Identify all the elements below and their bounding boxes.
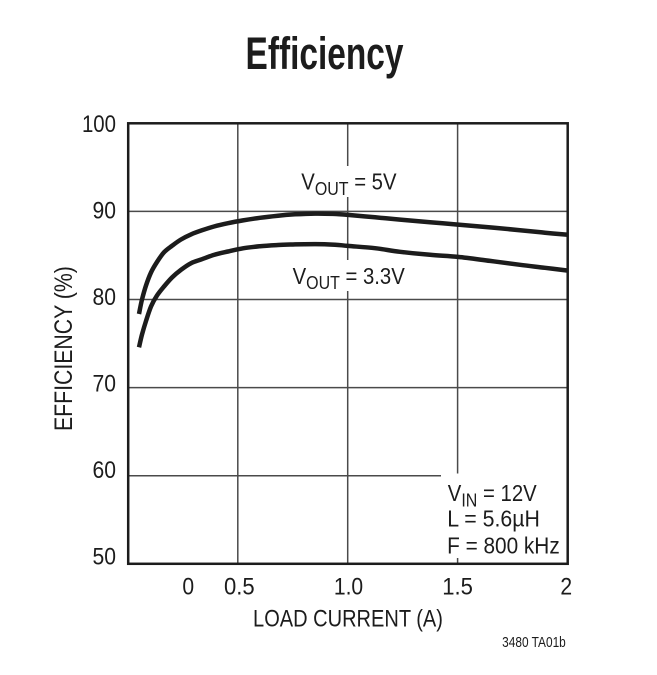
svg-text:0: 0 [182,573,194,600]
svg-text:LOAD CURRENT (A): LOAD CURRENT (A) [253,605,443,632]
svg-text:90: 90 [93,197,116,224]
svg-text:1.5: 1.5 [442,573,473,600]
svg-text:L = 5.6µH: L = 5.6µH [447,505,540,531]
svg-text:70: 70 [93,370,116,397]
svg-text:60: 60 [93,457,116,484]
svg-text:F = 800 kHz: F = 800 kHz [447,532,560,558]
svg-text:0.5: 0.5 [224,573,255,600]
svg-text:100: 100 [82,110,116,137]
svg-text:80: 80 [93,284,116,311]
svg-text:EFFICIENCY (%): EFFICIENCY (%) [49,266,77,431]
svg-text:50: 50 [93,543,116,570]
svg-text:3480 TA01b: 3480 TA01b [502,634,566,650]
svg-text:2: 2 [560,573,572,600]
svg-text:1.0: 1.0 [334,573,363,600]
svg-text:VOUT = 3.3V: VOUT = 3.3V [293,262,405,293]
svg-text:Efficiency: Efficiency [246,29,404,79]
